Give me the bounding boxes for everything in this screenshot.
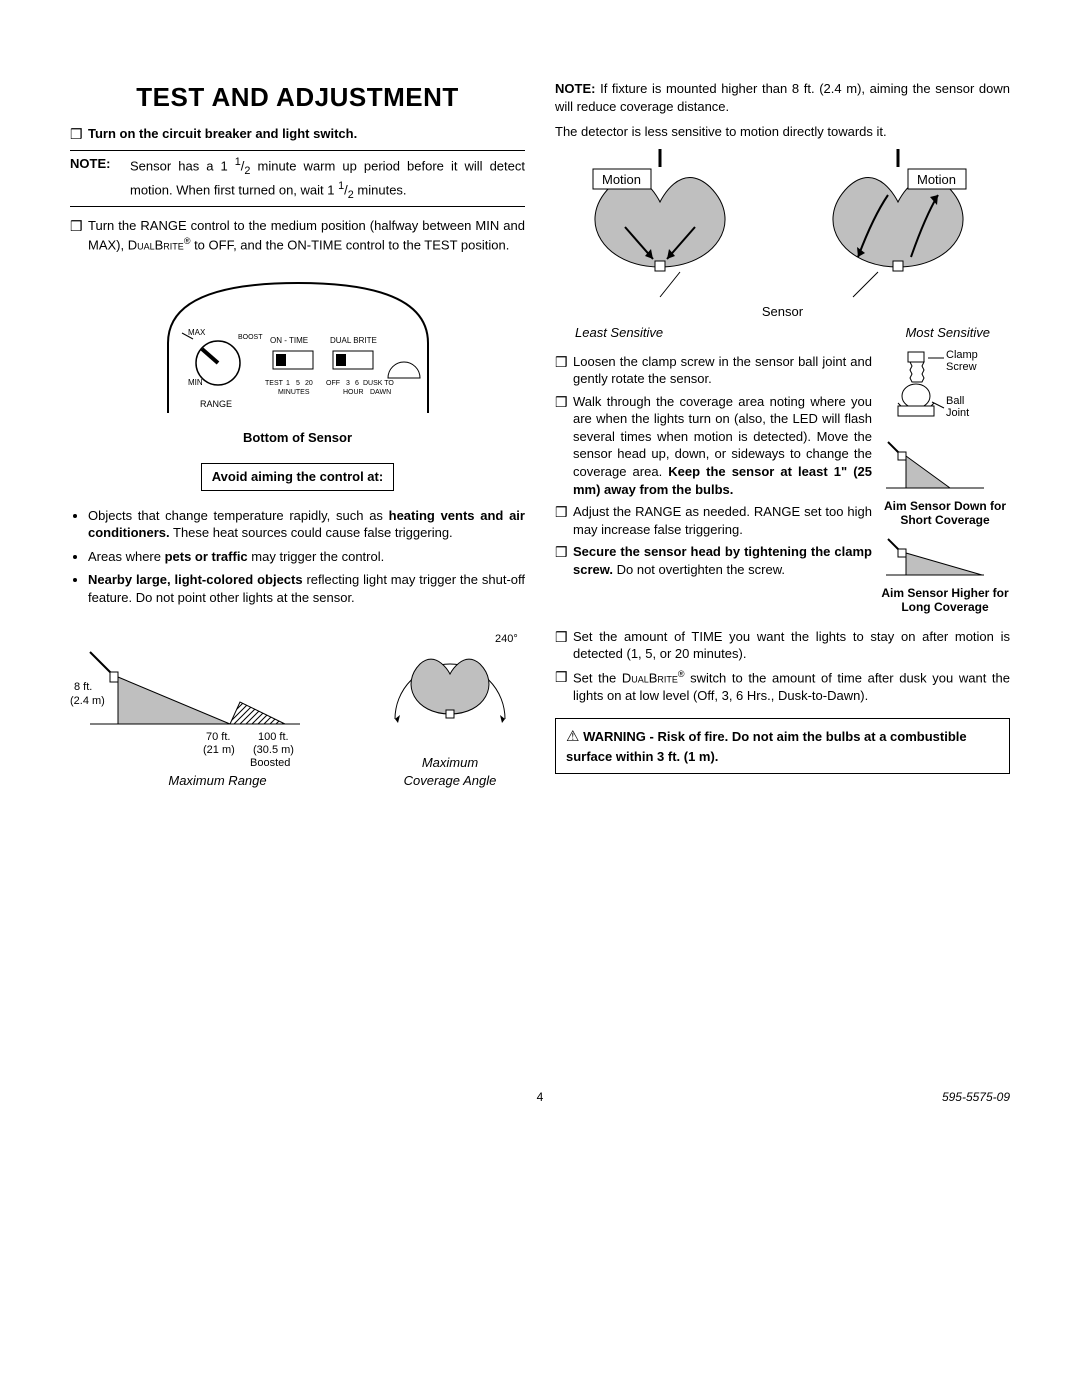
checkbox-icon: ❒ <box>555 503 573 522</box>
step-adjust-range: ❒ Adjust the RANGE as needed. RANGE set … <box>555 503 872 538</box>
svg-text:1: 1 <box>286 380 290 387</box>
svg-text:OFF: OFF <box>326 380 340 387</box>
max-range-diagram: 8 ft. (2.4 m) 70 ft. (21 m) 100 ft. (30.… <box>70 642 310 772</box>
aim-down-label: Aim Sensor Down for Short Coverage <box>880 500 1010 528</box>
page-footer: 4 595-5575-09 <box>70 1089 1010 1105</box>
sensor-bottom-diagram: MAX MIN BOOST RANGE ON - TIME TEST 1 5 2… <box>138 273 458 423</box>
svg-text:DUAL BRITE: DUAL BRITE <box>330 336 377 345</box>
coverage-caption-b: Coverage Angle <box>375 772 525 790</box>
coverage-angle-diagram: 240° <box>375 624 525 754</box>
list-item: Objects that change temperature rapidly,… <box>88 507 525 542</box>
list-item: Areas where pets or traffic may trigger … <box>88 548 525 566</box>
aim-high-diagram <box>880 535 990 585</box>
svg-text:240°: 240° <box>495 633 518 645</box>
least-sensitive-diagram: Motion <box>555 147 765 307</box>
svg-text:ON - TIME: ON - TIME <box>270 336 308 345</box>
document-number: 595-5575-09 <box>942 1089 1010 1105</box>
svg-text:70 ft.: 70 ft. <box>206 731 230 743</box>
max-range-caption: Maximum Range <box>70 772 365 790</box>
note-block: NOTE: Sensor has a 1 1/2 minute warm up … <box>70 150 525 207</box>
coverage-caption-a: Maximum <box>375 754 525 772</box>
clamp-screw-diagram: Clamp Screw Ball Joint <box>880 348 990 438</box>
warning-icon: ⚠ <box>566 728 579 745</box>
least-sensitive-label: Least Sensitive <box>575 324 663 342</box>
svg-text:RANGE: RANGE <box>200 399 232 409</box>
left-column: TEST AND ADJUSTMENT ❒ Turn on the circui… <box>70 80 525 789</box>
svg-text:8 ft.: 8 ft. <box>74 681 92 693</box>
most-sensitive-diagram: Motion <box>793 147 1003 307</box>
svg-text:3: 3 <box>346 380 350 387</box>
warning-text: WARNING - Risk of fire. Do not aim the b… <box>566 729 967 763</box>
step-walk: ❒ Walk through the coverage area noting … <box>555 393 872 498</box>
svg-text:(21 m): (21 m) <box>203 744 235 756</box>
right-note: NOTE: If fixture is mounted higher than … <box>555 80 1010 115</box>
checkbox-icon: ❒ <box>555 393 573 412</box>
step-1-text: Turn on the circuit breaker and light sw… <box>88 125 525 143</box>
svg-text:HOUR: HOUR <box>343 389 364 396</box>
avoid-heading: Avoid aiming the control at: <box>201 463 394 491</box>
svg-text:MINUTES: MINUTES <box>278 389 310 396</box>
svg-text:Motion: Motion <box>917 172 956 187</box>
note-label: NOTE: <box>70 155 130 202</box>
svg-text:DUSK TO: DUSK TO <box>363 380 394 387</box>
list-item: Nearby large, light-colored objects refl… <box>88 571 525 606</box>
svg-text:100 ft.: 100 ft. <box>258 731 289 743</box>
step-time: ❒ Set the amount of TIME you want the li… <box>555 628 1010 663</box>
svg-text:(2.4 m): (2.4 m) <box>70 695 105 707</box>
aim-block: ❒ Loosen the clamp screw in the sensor b… <box>555 348 1010 623</box>
svg-text:MAX: MAX <box>188 328 206 337</box>
checkbox-icon: ❒ <box>555 543 573 562</box>
svg-text:Screw: Screw <box>946 361 977 373</box>
range-diagrams: 8 ft. (2.4 m) 70 ft. (21 m) 100 ft. (30.… <box>70 624 525 789</box>
aim-high-label: Aim Sensor Higher for Long Coverage <box>880 587 1010 615</box>
checkbox-icon: ❒ <box>555 353 573 372</box>
svg-text:5: 5 <box>296 380 300 387</box>
svg-text:Motion: Motion <box>602 172 641 187</box>
svg-text:6: 6 <box>355 380 359 387</box>
svg-text:Boosted: Boosted <box>250 757 290 769</box>
right-column: NOTE: If fixture is mounted higher than … <box>555 80 1010 789</box>
step-loosen: ❒ Loosen the clamp screw in the sensor b… <box>555 353 872 388</box>
sensitivity-diagrams: Motion Motion <box>555 147 1010 307</box>
step-2: ❒ Turn the RANGE control to the medium p… <box>70 217 525 253</box>
svg-text:DAWN: DAWN <box>370 389 391 396</box>
warning-box: ⚠ WARNING - Risk of fire. Do not aim the… <box>555 718 1010 774</box>
step-2-text: Turn the RANGE control to the medium pos… <box>88 217 525 253</box>
svg-text:Joint: Joint <box>946 407 969 419</box>
step-1: ❒ Turn on the circuit breaker and light … <box>70 125 525 144</box>
svg-text:Ball: Ball <box>946 395 964 407</box>
svg-text:MIN: MIN <box>188 378 203 387</box>
checkbox-icon: ❒ <box>555 668 573 687</box>
svg-text:20: 20 <box>305 380 313 387</box>
svg-text:(30.5 m): (30.5 m) <box>253 744 294 756</box>
page-number: 4 <box>70 1089 1010 1105</box>
right-line2: The detector is less sensitive to motion… <box>555 123 1010 141</box>
checkbox-icon: ❒ <box>70 125 88 144</box>
avoid-list: Objects that change temperature rapidly,… <box>70 507 525 607</box>
step-secure: ❒ Secure the sensor head by tightening t… <box>555 543 872 578</box>
checkbox-icon: ❒ <box>70 217 88 236</box>
svg-text:BOOST: BOOST <box>238 334 263 341</box>
sensor-caption: Bottom of Sensor <box>70 429 525 447</box>
aim-down-diagram <box>880 438 990 498</box>
note-text: Sensor has a 1 1/2 minute warm up period… <box>130 155 525 202</box>
svg-text:TEST: TEST <box>265 380 284 387</box>
step-dualbrite: ❒ Set the DualBrite® switch to the amoun… <box>555 668 1010 704</box>
page-title: TEST AND ADJUSTMENT <box>70 80 525 115</box>
svg-text:Clamp: Clamp <box>946 349 978 361</box>
sensor-label: Sensor <box>762 304 803 319</box>
most-sensitive-label: Most Sensitive <box>905 324 990 342</box>
checkbox-icon: ❒ <box>555 628 573 647</box>
